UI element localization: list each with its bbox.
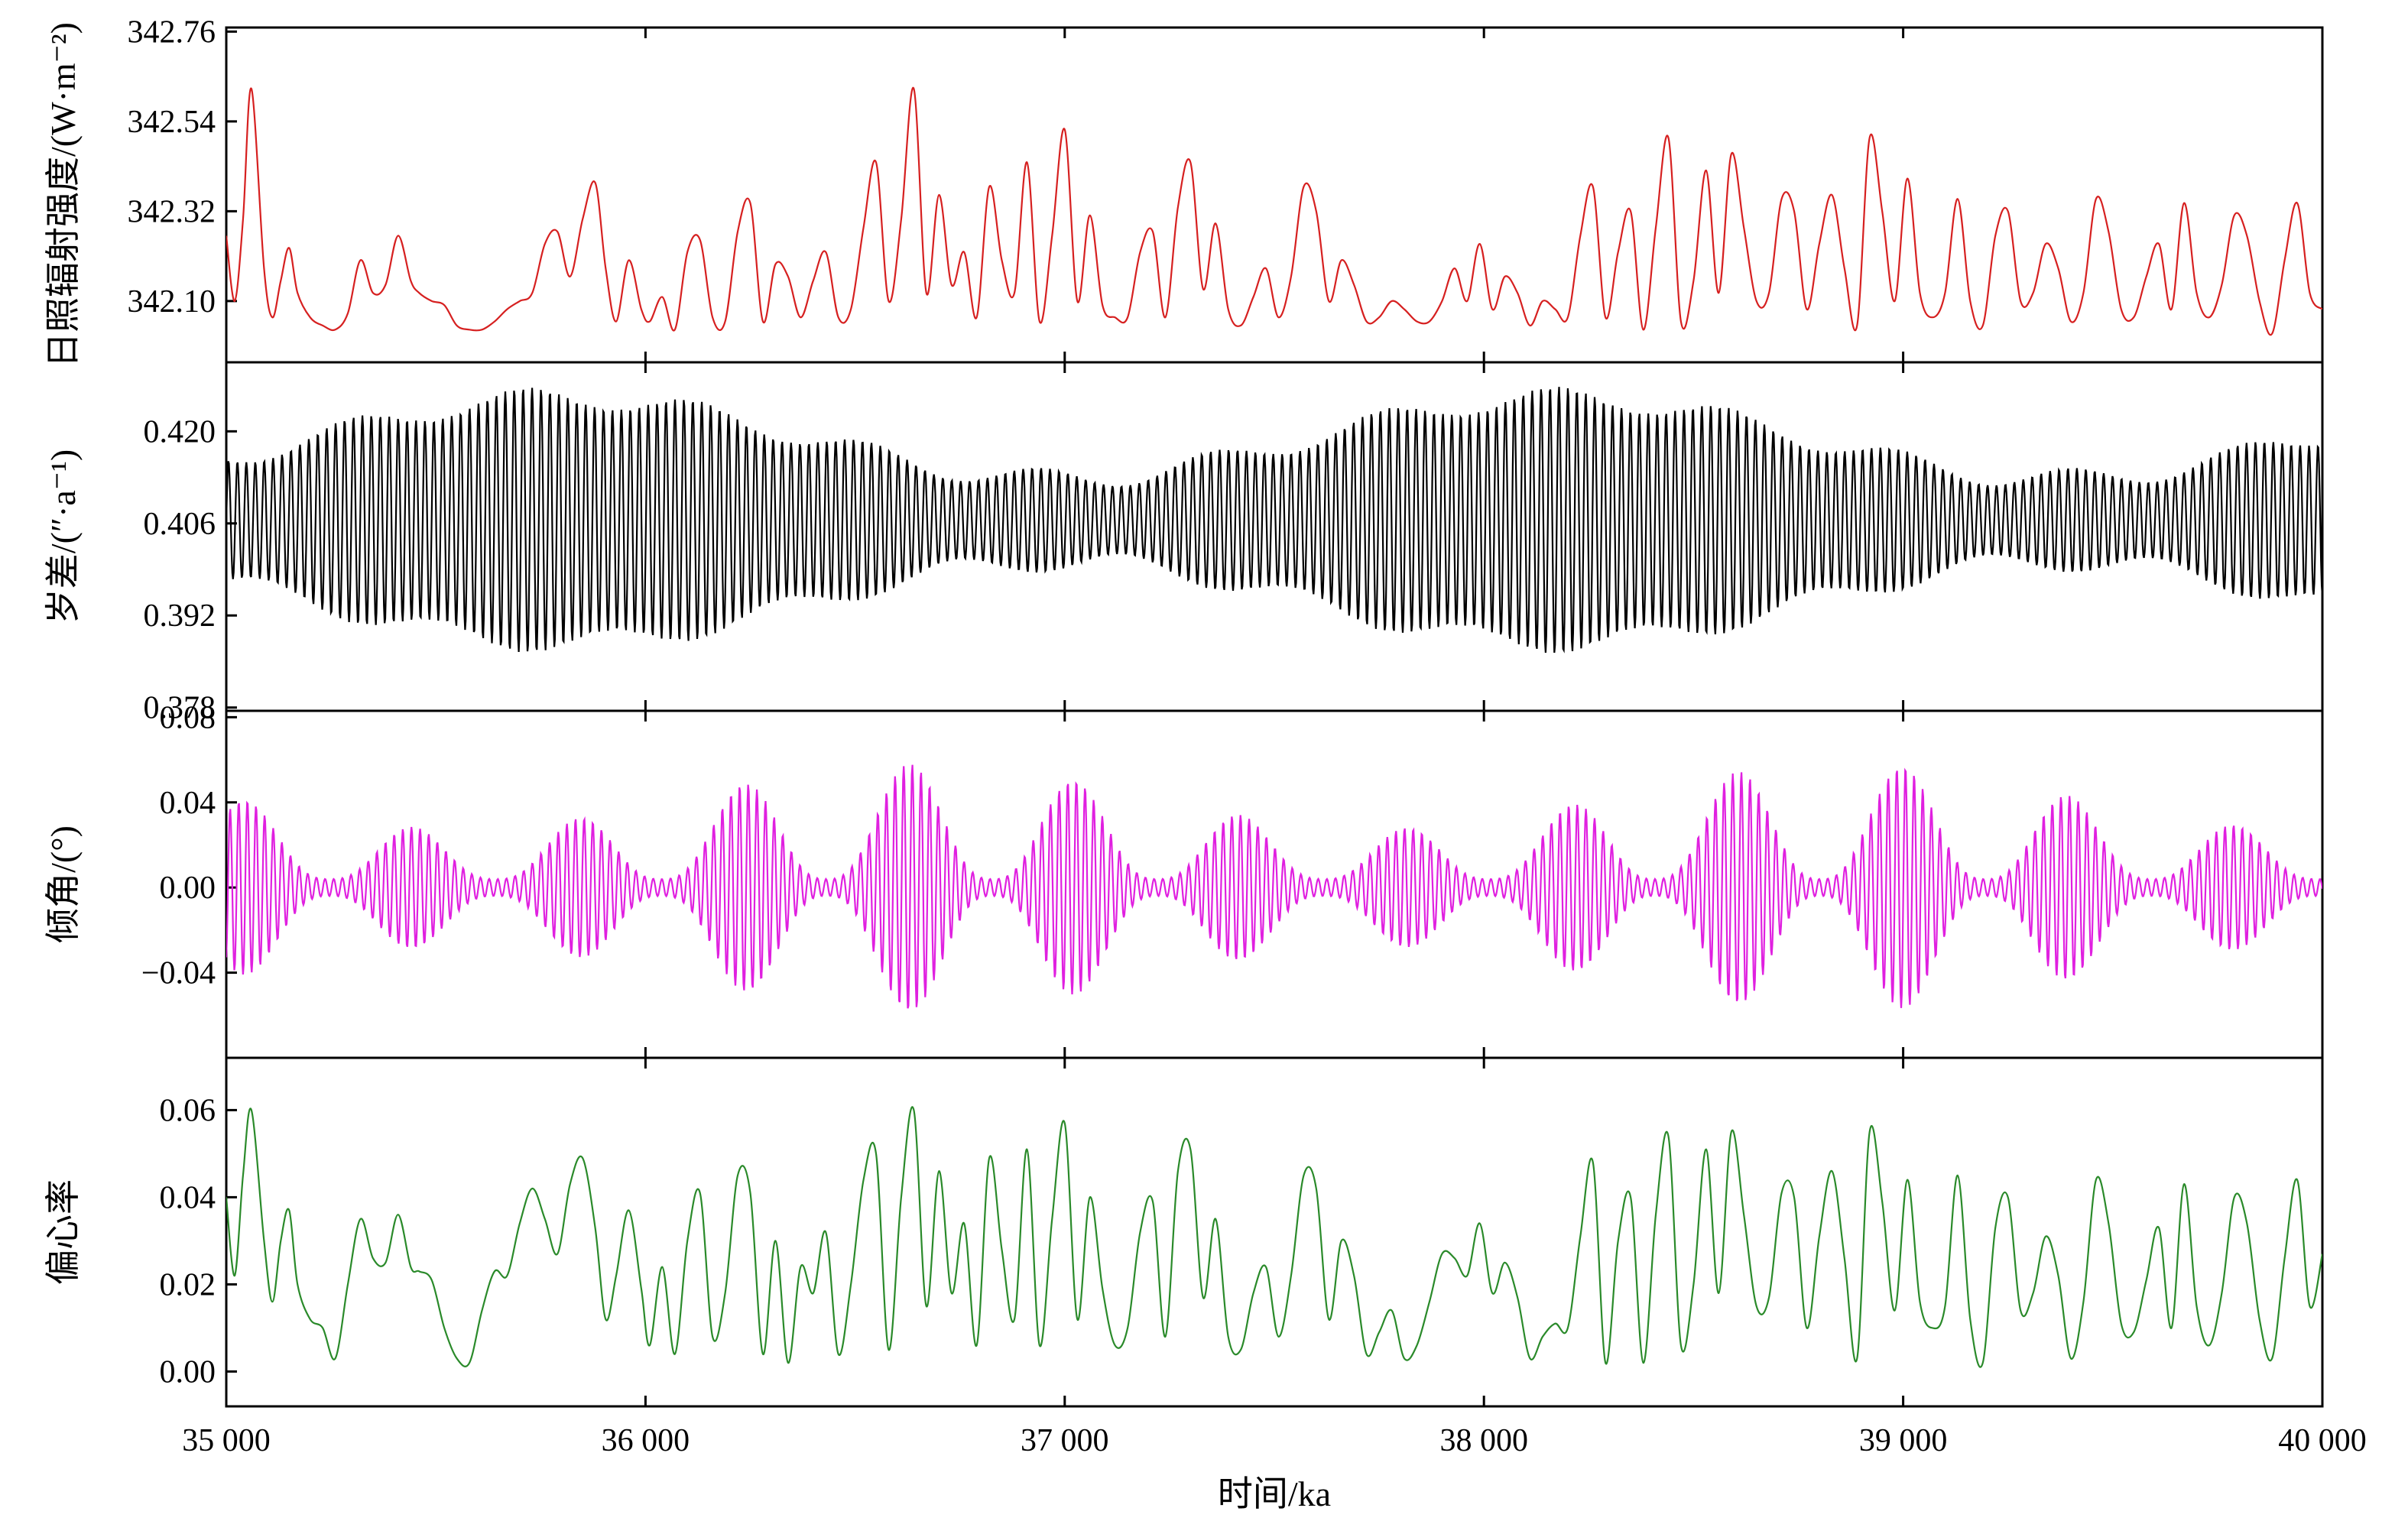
x-tick-label: 40 000	[2278, 1423, 2367, 1458]
y-tick-label: 0.04	[160, 1180, 216, 1215]
series-line-eccentricity	[226, 1106, 2322, 1368]
panel-frame	[225, 1056, 2324, 1408]
y-tick-label: 0.378	[144, 691, 216, 726]
y-tick-label: 0.00	[160, 1354, 216, 1390]
panel-precession: 0.378 0.392 0.406 0.420 岁差/(″·a⁻¹)	[44, 361, 2324, 726]
y-tick-label: 342.10	[128, 284, 216, 319]
y-tick-label: 0.406	[144, 507, 216, 542]
series-line-insolation	[226, 86, 2322, 336]
x-axis-title: 时间/ka	[1218, 1474, 1331, 1513]
panel-insolation: 342.10 342.32 342.54 342.76 日照辐射强度/(W·m⁻²)	[44, 15, 2324, 368]
series-line-precession	[226, 387, 2322, 653]
y-tick-label: 0.392	[144, 598, 216, 634]
x-tick-label: 37 000	[1021, 1423, 1109, 1458]
y-tick-label: 0.08	[160, 700, 216, 735]
y-axis-title: 岁差/(″·a⁻¹)	[44, 449, 83, 624]
panel-frame	[225, 26, 2324, 364]
y-tick-label: 342.76	[128, 15, 216, 50]
x-tick-label: 38 000	[1439, 1423, 1528, 1458]
panel-obliquity: −0.04 0.00 0.04 0.08 倾角/(°)	[44, 700, 2324, 1059]
y-tick-label: 342.32	[128, 194, 216, 229]
y-axis-title: 日照辐射强度/(W·m⁻²)	[44, 22, 83, 368]
y-tick-label: 0.04	[160, 786, 216, 821]
x-tick-label: 36 000	[602, 1423, 690, 1458]
y-tick-label: 0.00	[160, 871, 216, 906]
y-tick-label: 342.54	[128, 105, 216, 140]
y-tick-label: −0.04	[141, 956, 216, 991]
x-tick-label: 39 000	[1859, 1423, 1948, 1458]
y-tick-label: 0.420	[144, 414, 216, 449]
y-axis-title: 偏心率	[44, 1179, 83, 1285]
y-tick-label: 0.02	[160, 1267, 216, 1302]
y-axis-title: 倾角/(°)	[44, 825, 83, 943]
x-tick-label: 35 000	[182, 1423, 271, 1458]
y-tick-label: 0.06	[160, 1093, 216, 1128]
series-line-obliquity	[226, 764, 2322, 1009]
panel-eccentricity: 0.00 0.02 0.04 0.06 偏心率	[44, 1056, 2324, 1408]
